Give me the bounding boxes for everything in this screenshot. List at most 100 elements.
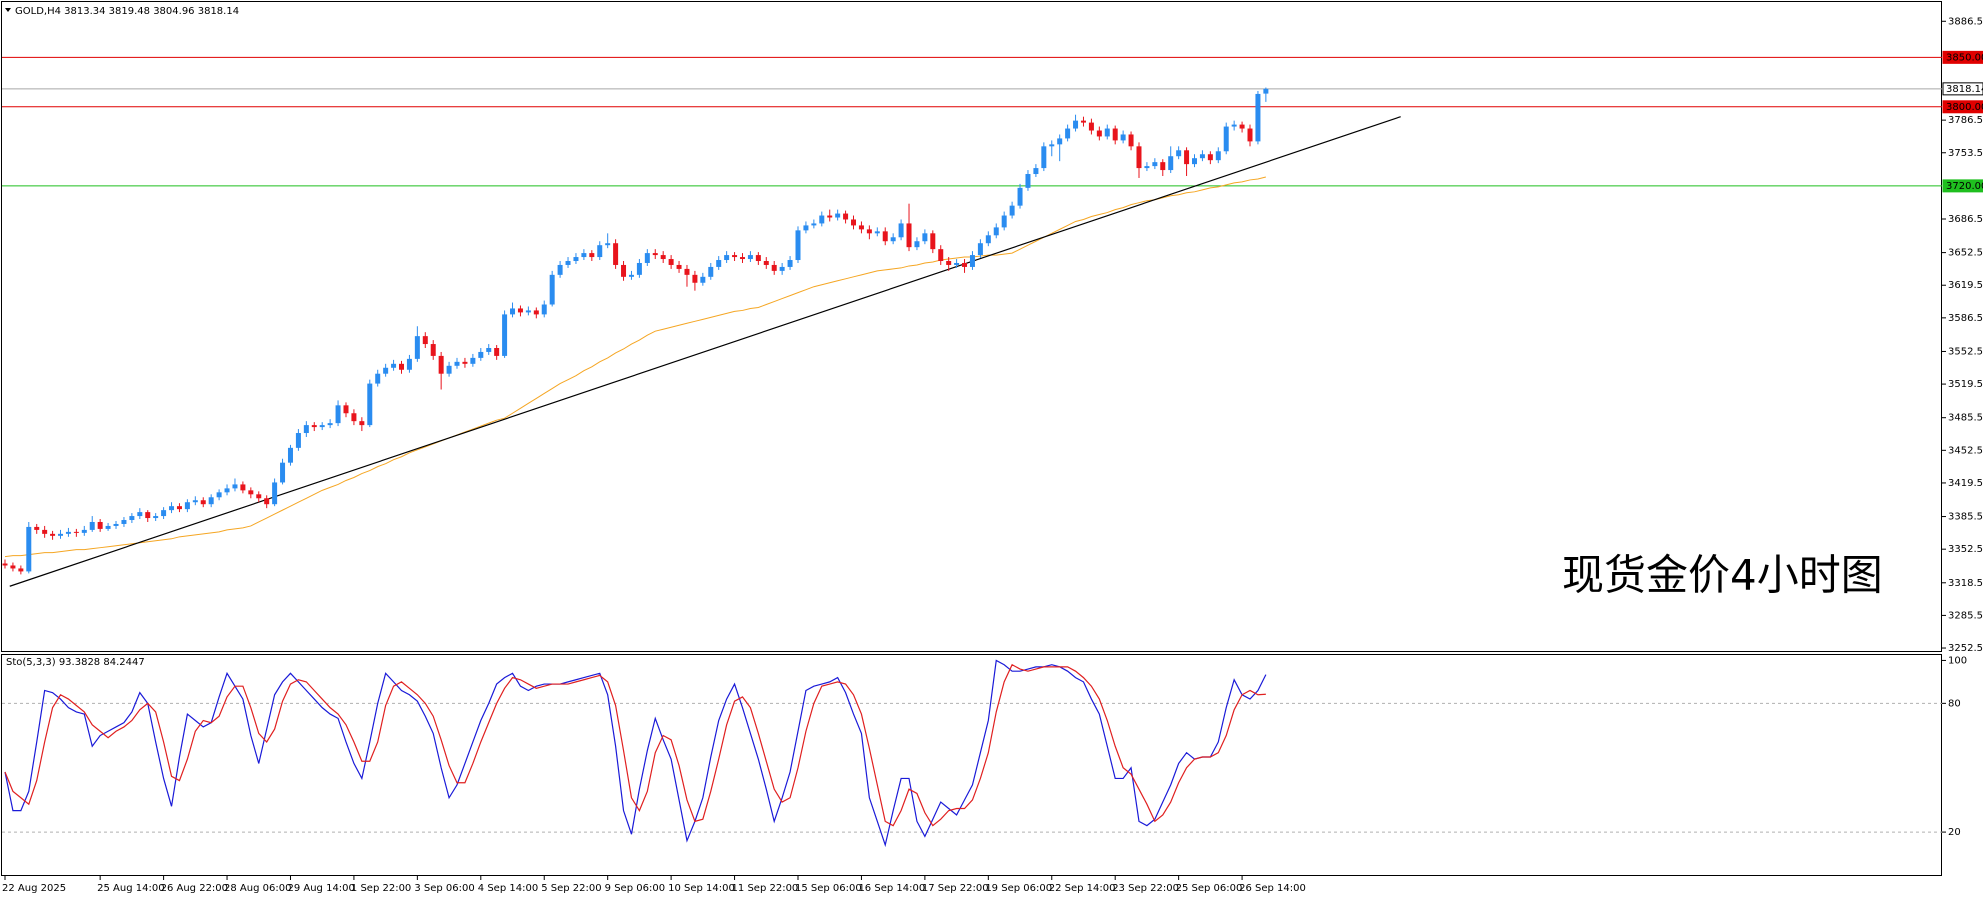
candle-body (858, 225, 864, 230)
candle-body (486, 348, 492, 352)
x-tick-label: 11 Sep 22:00 (732, 883, 799, 894)
candle-body (874, 231, 880, 234)
price-label: 3850.00 (1946, 52, 1983, 63)
y-tick-label: 3786.50 (1948, 115, 1983, 126)
x-tick-label: 4 Sep 14:00 (478, 883, 538, 894)
candle-body (216, 492, 222, 498)
candle-body (478, 351, 484, 358)
candle-body (652, 253, 658, 256)
main-panel-frame (1, 1, 1942, 652)
candle-body (248, 490, 254, 495)
candle-body (145, 512, 151, 519)
price-label: 3818.14 (1946, 84, 1983, 95)
candle-body (597, 245, 603, 258)
candle-body (113, 523, 119, 526)
y-tick-label: 3252.50 (1948, 643, 1983, 654)
candle-body (803, 225, 809, 231)
candle-body (1009, 205, 1015, 216)
candle-body (763, 261, 769, 265)
y-tick-label: 3385.50 (1948, 512, 1983, 523)
candle-body (1192, 158, 1197, 165)
price-label-box (1942, 50, 1983, 64)
y-tick-label: 80 (1948, 698, 1961, 709)
candle-body (232, 484, 238, 489)
candle-body (668, 259, 674, 265)
candle-body (1239, 124, 1245, 129)
x-tick-label: 16 Sep 14:00 (858, 883, 925, 894)
candle-body (621, 264, 627, 277)
chart-annotation: 现货金价4小时图 (1562, 551, 1883, 600)
y-tick-label: 3318.50 (1948, 578, 1983, 589)
candle-body (184, 502, 190, 510)
candle-body (137, 512, 143, 517)
candle-body (1255, 93, 1261, 142)
candle-body (557, 264, 563, 275)
candle-body (1207, 154, 1213, 161)
candle-body (660, 255, 666, 260)
candle-body (502, 314, 508, 356)
x-tick-label: 29 Aug 14:00 (287, 883, 354, 894)
price-label-box (1942, 100, 1983, 114)
x-tick-label: 5 Sep 22:00 (541, 883, 601, 894)
candle-body (977, 243, 983, 256)
candle-body (613, 243, 619, 265)
candle-body (755, 255, 761, 262)
candle-body (1263, 88, 1269, 94)
x-tick-label: 19 Sep 06:00 (985, 883, 1052, 894)
candle-body (430, 344, 436, 356)
candle-body (644, 253, 650, 263)
candle-body (192, 500, 198, 503)
candle-body (906, 223, 912, 248)
candle-body (494, 348, 500, 356)
y-tick-label: 3352.50 (1948, 544, 1983, 555)
candle-body (399, 363, 404, 370)
y-tick-label: 3285.50 (1948, 610, 1983, 621)
candle-body (1184, 150, 1190, 165)
y-tick-label: 3652.50 (1948, 248, 1983, 259)
symbol-header: GOLD,H4 3813.34 3819.48 3804.96 3818.14 (15, 6, 239, 17)
candle-body (287, 447, 293, 463)
x-tick-label: 23 Sep 22:00 (1112, 883, 1179, 894)
candle-body (414, 336, 420, 359)
candle-body (771, 264, 777, 271)
candle-body (327, 423, 333, 426)
candle-body (1073, 120, 1079, 129)
candle-body (890, 237, 896, 242)
menu-arrow (5, 8, 11, 12)
candle-body (724, 255, 730, 261)
candle-body (1120, 134, 1126, 141)
x-tick-label: 26 Aug 22:00 (161, 883, 228, 894)
candle-body (779, 266, 785, 271)
y-tick-label: 3485.50 (1948, 413, 1983, 424)
candle-body (97, 521, 103, 529)
candle-body (708, 266, 714, 277)
candle-body (1144, 166, 1150, 169)
candle-body (42, 529, 48, 534)
candle-body (1057, 138, 1063, 145)
candle-body (549, 274, 555, 305)
candle-body (343, 405, 349, 414)
y-tick-label: 3619.50 (1948, 280, 1983, 291)
candle-body (34, 526, 40, 530)
stoch-header: Sto(5,3,3) 93.3828 84.2447 (6, 657, 145, 668)
candle-body (446, 365, 452, 374)
x-tick-label: 28 Aug 06:00 (224, 883, 291, 894)
y-tick-label: 3519.50 (1948, 379, 1983, 390)
candle-body (510, 308, 516, 315)
candle-body (938, 249, 944, 262)
candle-body (18, 568, 24, 572)
candle-body (2, 563, 8, 566)
candle-body (359, 421, 365, 426)
candle-body (311, 425, 317, 428)
candle-body (930, 233, 936, 250)
candle-body (898, 223, 904, 238)
candle-body (121, 520, 127, 524)
candle-body (962, 262, 968, 267)
candle-body (700, 276, 706, 283)
candle-body (573, 257, 579, 262)
candle-body (280, 462, 286, 483)
candle-body (240, 484, 246, 491)
price-label: 3800.00 (1946, 102, 1983, 113)
candle-body (383, 367, 389, 374)
